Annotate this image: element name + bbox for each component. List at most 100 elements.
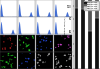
Ellipse shape — [28, 49, 30, 51]
Ellipse shape — [66, 60, 67, 61]
Ellipse shape — [10, 55, 12, 56]
Ellipse shape — [3, 66, 5, 68]
Ellipse shape — [33, 37, 34, 39]
Bar — [82, 0, 85, 9]
Ellipse shape — [3, 35, 5, 37]
Ellipse shape — [7, 55, 9, 56]
Ellipse shape — [10, 38, 11, 40]
Ellipse shape — [11, 45, 12, 47]
Ellipse shape — [40, 55, 41, 57]
Ellipse shape — [28, 58, 30, 59]
Ellipse shape — [4, 66, 6, 68]
Ellipse shape — [20, 44, 21, 46]
Ellipse shape — [67, 37, 70, 38]
Ellipse shape — [58, 45, 59, 47]
Ellipse shape — [2, 48, 3, 50]
Ellipse shape — [12, 63, 13, 64]
Ellipse shape — [23, 41, 24, 43]
Ellipse shape — [70, 67, 71, 68]
Ellipse shape — [55, 47, 56, 48]
Ellipse shape — [31, 67, 32, 69]
Legend: SHEDs-D1, SHEDs-D2, DPSCs-D1, DPSCs-D2: SHEDs-D1, SHEDs-D2, DPSCs-D1, DPSCs-D2 — [84, 1, 99, 10]
Ellipse shape — [55, 67, 57, 68]
Bar — [75, 0, 78, 8]
Ellipse shape — [37, 45, 38, 46]
Ellipse shape — [68, 54, 70, 55]
Ellipse shape — [8, 53, 9, 54]
Ellipse shape — [26, 61, 28, 63]
Ellipse shape — [58, 62, 59, 64]
Ellipse shape — [69, 66, 70, 67]
Ellipse shape — [45, 40, 47, 42]
Ellipse shape — [39, 41, 41, 43]
Ellipse shape — [40, 35, 41, 37]
Ellipse shape — [69, 47, 71, 48]
Ellipse shape — [45, 38, 47, 39]
Ellipse shape — [49, 53, 50, 55]
Ellipse shape — [64, 55, 66, 56]
Ellipse shape — [69, 35, 70, 36]
Ellipse shape — [44, 36, 45, 38]
Ellipse shape — [10, 64, 12, 65]
Ellipse shape — [11, 43, 12, 44]
Ellipse shape — [37, 57, 39, 58]
Ellipse shape — [46, 47, 47, 48]
Ellipse shape — [38, 65, 40, 66]
Ellipse shape — [70, 56, 72, 57]
Ellipse shape — [41, 39, 43, 40]
Ellipse shape — [11, 55, 12, 56]
Ellipse shape — [10, 40, 11, 41]
Ellipse shape — [28, 49, 30, 51]
Ellipse shape — [11, 67, 12, 68]
Ellipse shape — [28, 44, 29, 46]
Ellipse shape — [61, 44, 62, 45]
Ellipse shape — [28, 58, 29, 59]
Ellipse shape — [58, 44, 59, 45]
Ellipse shape — [26, 45, 28, 47]
Ellipse shape — [69, 57, 71, 59]
Ellipse shape — [8, 63, 9, 65]
Ellipse shape — [40, 49, 42, 50]
Ellipse shape — [10, 47, 11, 49]
Ellipse shape — [60, 44, 61, 45]
Ellipse shape — [50, 48, 52, 49]
Ellipse shape — [58, 60, 59, 62]
Ellipse shape — [44, 61, 46, 63]
Ellipse shape — [42, 61, 44, 63]
Ellipse shape — [12, 55, 13, 56]
Ellipse shape — [3, 41, 4, 43]
Ellipse shape — [34, 66, 35, 67]
Ellipse shape — [39, 59, 40, 61]
Ellipse shape — [26, 46, 27, 47]
Ellipse shape — [55, 58, 57, 60]
Ellipse shape — [41, 46, 42, 47]
Ellipse shape — [1, 67, 3, 68]
Ellipse shape — [70, 54, 71, 55]
Bar — [75, 8, 78, 69]
Ellipse shape — [9, 37, 11, 39]
Ellipse shape — [37, 62, 39, 63]
Ellipse shape — [0, 60, 2, 61]
Ellipse shape — [68, 44, 69, 46]
Y-axis label: Percentage of positive cells (%): Percentage of positive cells (%) — [65, 17, 66, 52]
Ellipse shape — [67, 35, 69, 37]
Ellipse shape — [19, 39, 20, 41]
Ellipse shape — [47, 55, 48, 56]
Bar — [95, 0, 99, 18]
Ellipse shape — [14, 57, 16, 58]
Ellipse shape — [37, 63, 38, 64]
Bar — [88, 0, 92, 31]
Ellipse shape — [68, 48, 69, 49]
Ellipse shape — [65, 66, 67, 67]
Ellipse shape — [36, 48, 38, 49]
Ellipse shape — [48, 54, 50, 55]
Ellipse shape — [27, 67, 28, 68]
Ellipse shape — [26, 37, 27, 39]
Ellipse shape — [55, 56, 56, 57]
Ellipse shape — [56, 63, 58, 65]
Ellipse shape — [38, 54, 40, 56]
Ellipse shape — [10, 65, 12, 67]
Ellipse shape — [2, 56, 4, 57]
Ellipse shape — [5, 61, 8, 63]
Ellipse shape — [64, 54, 66, 56]
